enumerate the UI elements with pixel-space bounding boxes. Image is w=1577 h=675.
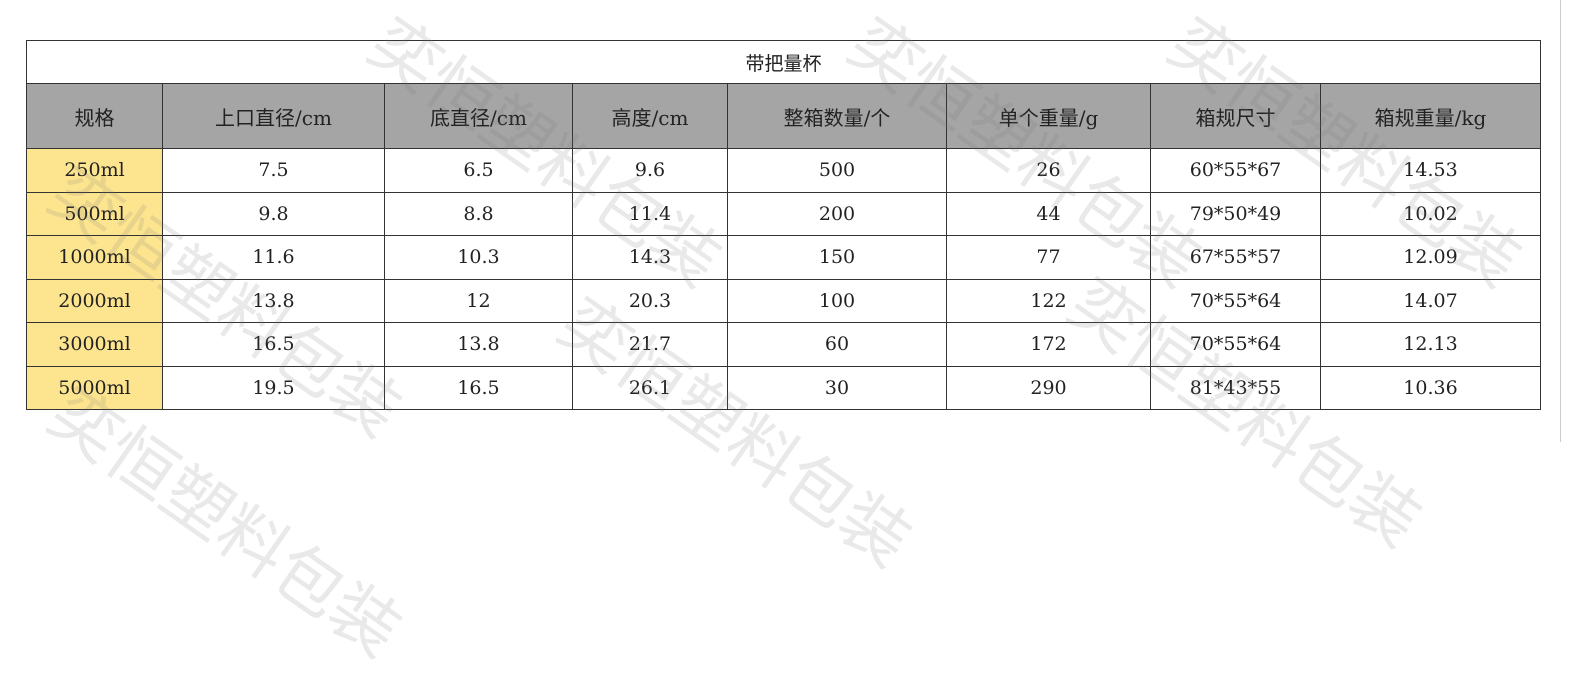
table-cell: 13.8 xyxy=(384,322,573,367)
table-cell: 60 xyxy=(727,322,947,367)
right-edge-divider xyxy=(1560,0,1561,442)
table-cell: 26.1 xyxy=(572,365,728,410)
table-cell: 19.5 xyxy=(162,365,385,410)
table-cell: 13.8 xyxy=(162,278,385,323)
spec-cell: 3000ml xyxy=(26,322,163,367)
table-cell: 6.5 xyxy=(384,148,573,193)
column-header: 箱规尺寸 xyxy=(1150,83,1321,149)
column-header: 上口直径/cm xyxy=(162,83,385,149)
spec-cell: 500ml xyxy=(26,191,163,236)
table-cell: 30 xyxy=(727,365,947,410)
column-header: 规格 xyxy=(26,83,163,149)
table-cell: 10.36 xyxy=(1319,365,1542,410)
table-cell: 70*55*64 xyxy=(1150,322,1321,367)
table-cell: 100 xyxy=(727,278,947,323)
table-cell: 21.7 xyxy=(572,322,728,367)
spec-cell: 5000ml xyxy=(26,365,163,410)
table-cell: 122 xyxy=(946,278,1151,323)
column-header: 单个重量/g xyxy=(946,83,1151,149)
table-cell: 200 xyxy=(727,191,947,236)
table-cell: 11.4 xyxy=(572,191,728,236)
column-header: 高度/cm xyxy=(572,83,728,149)
column-header: 底直径/cm xyxy=(384,83,573,149)
table-cell: 12.13 xyxy=(1319,322,1542,367)
table-cell: 9.6 xyxy=(572,148,728,193)
spec-cell: 1000ml xyxy=(26,235,163,280)
table-cell: 60*55*67 xyxy=(1150,148,1321,193)
table-row: 5000ml 19.5 16.5 26.1 30 290 81*43*55 10.36 xyxy=(26,365,1542,410)
table-cell: 79*50*49 xyxy=(1150,191,1321,236)
table-cell: 9.8 xyxy=(162,191,385,236)
table-row: 1000ml 11.6 10.3 14.3 150 77 67*55*57 12.09 xyxy=(26,235,1542,280)
table-cell: 14.3 xyxy=(572,235,728,280)
table-title: 带把量杯 xyxy=(25,40,1542,84)
table-cell: 44 xyxy=(946,191,1151,236)
table-cell: 20.3 xyxy=(572,278,728,323)
table-cell: 10.3 xyxy=(384,235,573,280)
table-row: 250ml 7.5 6.5 9.6 500 26 60*55*67 14.53 xyxy=(26,148,1542,193)
table-cell: 8.8 xyxy=(384,191,573,236)
table-cell: 7.5 xyxy=(162,148,385,193)
table-cell: 77 xyxy=(946,235,1151,280)
table-cell: 12 xyxy=(384,278,573,323)
table-cell: 67*55*57 xyxy=(1150,235,1321,280)
table-cell: 290 xyxy=(946,365,1151,410)
column-header: 箱规重量/kg xyxy=(1319,83,1542,149)
table-cell: 14.07 xyxy=(1319,278,1542,323)
spec-cell: 2000ml xyxy=(26,278,163,323)
table-row: 2000ml 13.8 12 20.3 100 122 70*55*64 14.07 xyxy=(26,278,1542,323)
column-header: 整箱数量/个 xyxy=(727,83,947,149)
table-cell: 14.53 xyxy=(1319,148,1542,193)
table-cell: 500 xyxy=(727,148,947,193)
table-cell: 81*43*55 xyxy=(1150,365,1321,410)
table-cell: 172 xyxy=(946,322,1151,367)
table-cell: 26 xyxy=(946,148,1151,193)
table-cell: 70*55*64 xyxy=(1150,278,1321,323)
table-cell: 10.02 xyxy=(1319,191,1542,236)
table-cell: 150 xyxy=(727,235,947,280)
table-row: 500ml 9.8 8.8 11.4 200 44 79*50*49 10.02 xyxy=(26,191,1542,236)
table-cell: 11.6 xyxy=(162,235,385,280)
table-cell: 16.5 xyxy=(162,322,385,367)
table-cell: 12.09 xyxy=(1319,235,1542,280)
spec-table: 带把量杯 规格 上口直径/cm 底直径/cm 高度/cm 整箱数量/个 单个重量/g 箱规尺… xyxy=(25,40,1542,410)
table-cell: 16.5 xyxy=(384,365,573,410)
table-row: 3000ml 16.5 13.8 21.7 60 172 70*55*64 12.13 xyxy=(26,322,1542,367)
spec-cell: 250ml xyxy=(26,148,163,193)
